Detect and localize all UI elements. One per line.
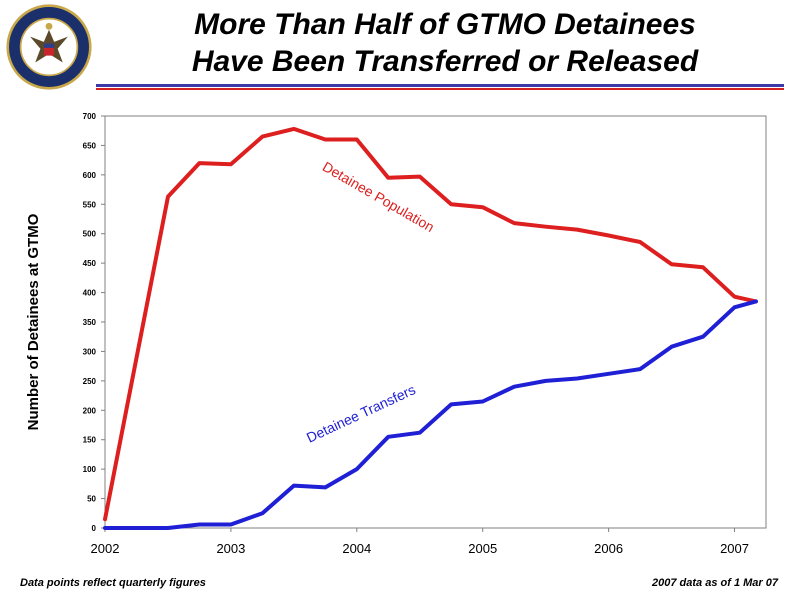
x-tick-label: 2004 [342,541,371,556]
y-tick-label: 650 [83,141,97,150]
footnote-data-date: 2007 data as of 1 Mar 07 [652,577,778,589]
y-tick-label: 700 [83,112,97,121]
x-tick-label: 2002 [91,541,120,556]
x-tick-label: 2005 [468,541,497,556]
x-tick-label: 2007 [720,541,749,556]
y-tick-label: 250 [83,377,97,386]
y-tick-label: 500 [83,230,97,239]
y-tick-label: 50 [87,495,96,504]
y-tick-label: 550 [83,200,97,209]
detainee-chart: Number of Detainees at GTMO 0 50 100 150 200… [0,0,800,600]
y-tick-label: 450 [83,259,97,268]
y-tick-label: 400 [83,289,97,298]
y-axis-label: Number of Detainees at GTMO [25,213,42,430]
y-tick-label: 350 [83,318,97,327]
x-tick-label: 2003 [216,541,245,556]
series-line-detainee-population [105,129,756,519]
series-label-detainee-population: Detainee Population [320,158,437,235]
footnote-quarterly: Data points reflect quarterly figures [20,577,206,589]
y-tick-label: 600 [83,171,97,180]
y-tick-label: 300 [83,347,97,356]
y-tick-label: 100 [83,465,97,474]
y-tick-label: 0 [92,524,97,533]
y-tick-label: 150 [83,436,97,445]
series-line-detainee-transfers [105,301,756,528]
y-tick-label: 200 [83,406,97,415]
plot-area [105,116,766,528]
x-tick-label: 2006 [594,541,623,556]
